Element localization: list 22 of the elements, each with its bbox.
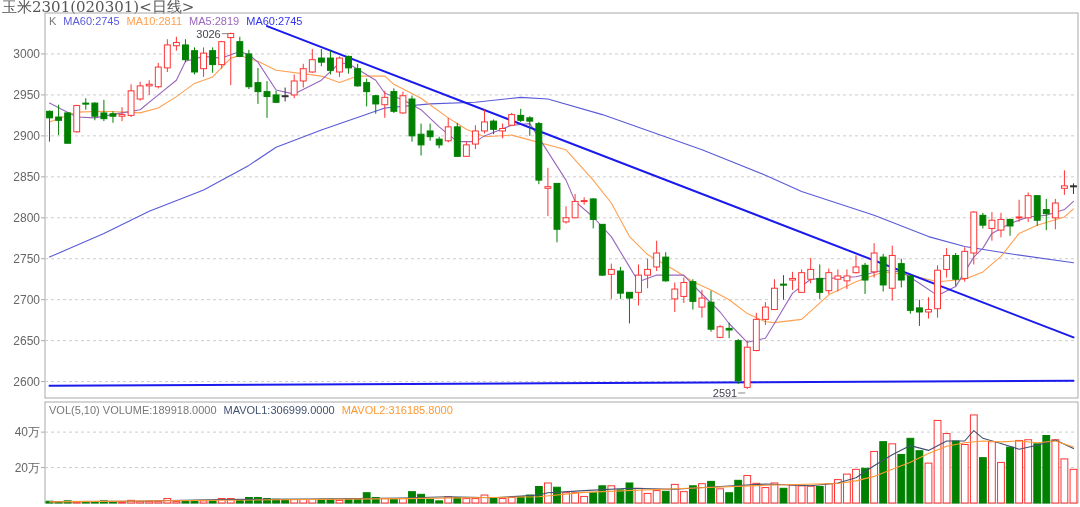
text: MAVOL2:316185.8000	[341, 404, 453, 416]
legend-title: VOL(5,10) VOLUME:189918.0000	[49, 404, 217, 416]
text: MA5:2819	[189, 15, 240, 27]
y-tick-label: 40万	[14, 425, 40, 440]
y-tick-label: 2850	[13, 169, 41, 184]
y-tick-label: 2700	[13, 292, 41, 307]
y-tick-label: 3000	[13, 46, 41, 61]
y-tick-label: 2600	[13, 374, 41, 389]
y-tick-label: 2950	[13, 87, 41, 102]
y-tick-label: 2750	[13, 251, 41, 266]
y-tick-label: 2800	[13, 210, 41, 225]
y-tick-label: 2900	[13, 128, 41, 143]
legend-title: K	[49, 15, 57, 27]
y-tick-label: 20万	[14, 460, 40, 475]
text: MA60:2745	[63, 15, 120, 27]
chart-title: 玉米2301(020301)<日线>	[2, 0, 195, 16]
text: MAVOL1:306999.0000	[223, 404, 335, 416]
annotation: MA60:2745	[246, 15, 303, 27]
text: MA10:2811	[126, 15, 183, 27]
annotation: 2591	[712, 386, 738, 399]
y-tick-label: 2650	[13, 333, 41, 348]
annotation: 3026	[196, 27, 221, 40]
